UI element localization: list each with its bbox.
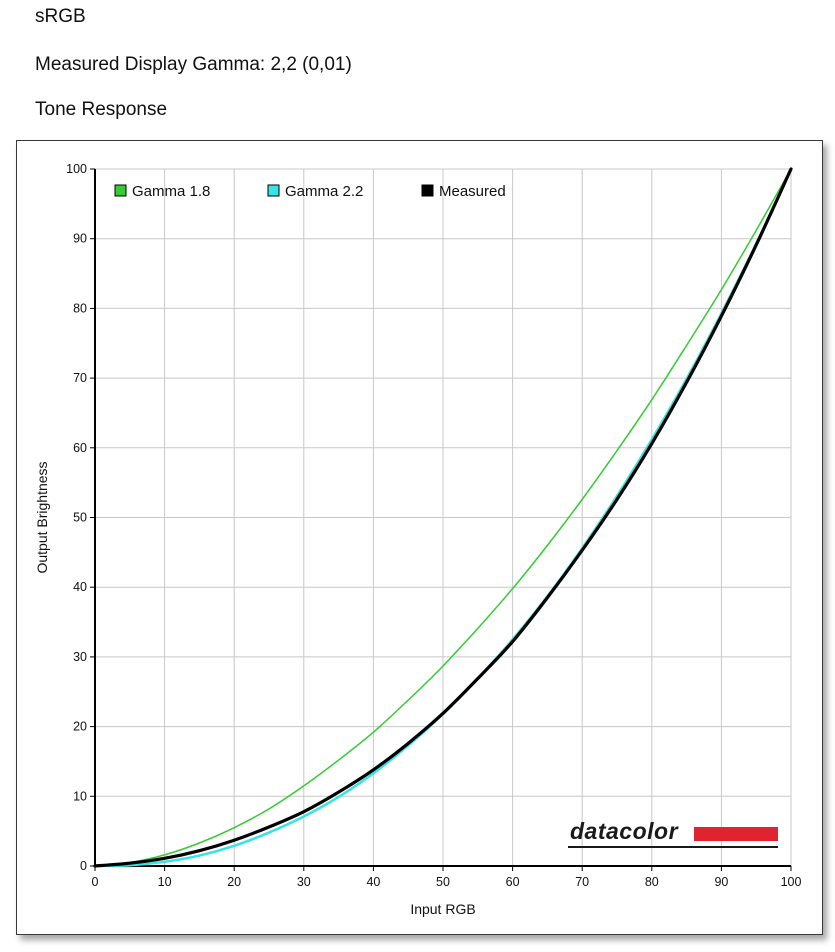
tone-response-chart: 0 10 20 30 40 50 60 70 80 90 100 0 10 20 30 40 50 60 70 80 9… bbox=[16, 140, 823, 935]
x-tick-label: 100 bbox=[781, 875, 802, 889]
y-tick-label: 20 bbox=[73, 720, 87, 734]
x-tick-label: 0 bbox=[92, 875, 99, 889]
y-tick-label: 100 bbox=[66, 162, 87, 176]
x-tick-label: 40 bbox=[366, 875, 380, 889]
y-tick-label: 40 bbox=[73, 580, 87, 594]
y-tick-label: 10 bbox=[73, 789, 87, 803]
section-title: Tone Response bbox=[35, 99, 168, 120]
x-tick-label: 30 bbox=[297, 875, 311, 889]
profile-name: sRGB bbox=[35, 6, 86, 27]
x-tick-label: 80 bbox=[645, 875, 659, 889]
legend-label-gamma-1-8: Gamma 1.8 bbox=[132, 183, 210, 200]
legend: Gamma 1.8 Gamma 2.2 Measured bbox=[114, 183, 506, 200]
x-tick-label: 70 bbox=[575, 875, 589, 889]
legend-swatch-gamma-1-8 bbox=[114, 184, 127, 197]
y-tick-label: 80 bbox=[73, 301, 87, 315]
measured-gamma-text: Measured Display Gamma: 2,2 (0,01) bbox=[35, 54, 352, 75]
y-tick-label: 90 bbox=[73, 232, 87, 246]
tick-labels: 0 10 20 30 40 50 60 70 80 90 100 0 10 20 30 40 50 60 70 80 9… bbox=[66, 162, 801, 889]
x-tick-label: 60 bbox=[506, 875, 520, 889]
x-tick-label: 50 bbox=[436, 875, 450, 889]
series-line-gamma-1-8 bbox=[94, 168, 792, 867]
datacolor-logo: datacolor bbox=[568, 818, 778, 848]
x-tick-label: 90 bbox=[714, 875, 728, 889]
y-axis-label: Output Brightness bbox=[34, 461, 50, 573]
legend-swatch-measured bbox=[421, 184, 434, 197]
series-line-measured bbox=[93, 167, 793, 868]
x-tick-label: 20 bbox=[227, 875, 241, 889]
legend-label-gamma-2-2: Gamma 2.2 bbox=[285, 183, 363, 200]
series-lines bbox=[93, 167, 793, 868]
legend-label-measured: Measured bbox=[439, 183, 506, 200]
logo-text: datacolor bbox=[570, 818, 679, 844]
x-axis-label: Input RGB bbox=[410, 901, 475, 917]
axes bbox=[90, 168, 792, 871]
chart-svg: 0 10 20 30 40 50 60 70 80 90 100 0 10 20 30 40 50 60 70 80 9… bbox=[34, 162, 801, 917]
y-tick-label: 70 bbox=[73, 371, 87, 385]
grid bbox=[94, 168, 792, 867]
y-tick-label: 60 bbox=[73, 441, 87, 455]
y-tick-label: 0 bbox=[80, 859, 87, 873]
y-tick-label: 50 bbox=[73, 511, 87, 525]
logo-underline bbox=[568, 846, 778, 848]
legend-swatch-gamma-2-2 bbox=[267, 184, 280, 197]
x-tick-label: 10 bbox=[158, 875, 172, 889]
y-tick-label: 30 bbox=[73, 650, 87, 664]
logo-red-bar bbox=[694, 827, 778, 841]
